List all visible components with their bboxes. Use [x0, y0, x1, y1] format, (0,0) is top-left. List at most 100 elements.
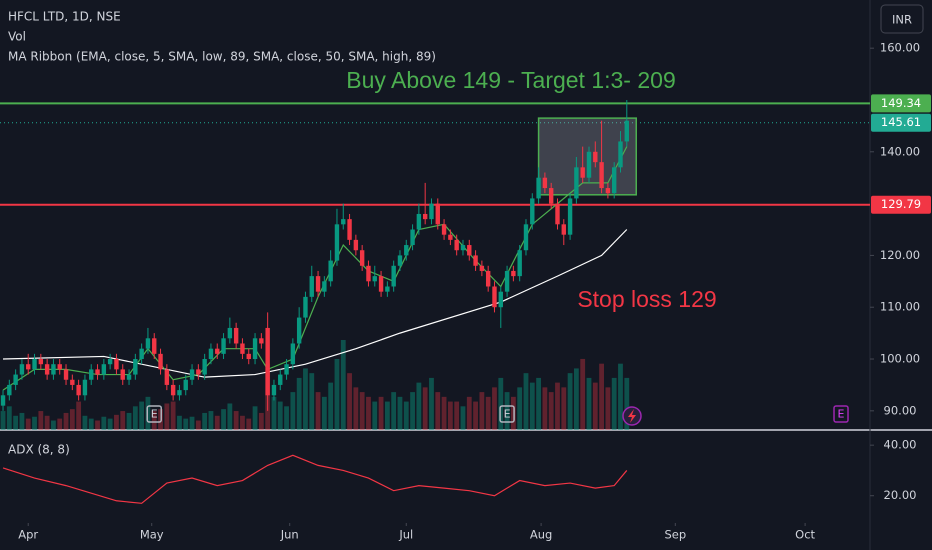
price-level-label: 145.61: [881, 115, 921, 129]
candle-body: [422, 213, 428, 220]
candle-body: [296, 317, 302, 344]
volume-bar: [240, 415, 245, 430]
candle-body: [7, 384, 12, 396]
volume-bar: [567, 373, 573, 430]
volume-bar: [605, 387, 611, 430]
volume-bar: [378, 396, 384, 430]
candle-body: [233, 327, 239, 344]
volume-bar: [366, 396, 371, 430]
volume-bar: [296, 377, 302, 430]
x-tick-label: Jul: [398, 528, 413, 542]
candle-body: [303, 296, 308, 318]
candle-body: [611, 167, 617, 194]
candle-body: [208, 348, 214, 360]
volume-bar: [284, 406, 289, 430]
currency-button[interactable]: [880, 4, 924, 34]
candle-body: [467, 245, 472, 256]
volume-bar: [170, 401, 176, 430]
candle-body: [473, 255, 478, 266]
price-level-label: 129.79: [881, 197, 921, 211]
candle-body: [498, 291, 503, 308]
candle-body: [196, 369, 201, 375]
volume-bar: [151, 411, 157, 430]
candle-body: [548, 188, 554, 204]
volume-bar: [303, 368, 308, 430]
candle-body: [347, 219, 352, 240]
volume-bar: [6, 406, 12, 430]
volume-bar: [599, 363, 604, 430]
volume-bar: [82, 415, 88, 430]
volume-bar: [454, 401, 460, 430]
volume-bar: [69, 409, 75, 430]
candle-body: [177, 390, 182, 396]
x-tick-label: Apr: [18, 528, 38, 542]
currency[interactable]: INR: [892, 13, 912, 27]
volume-bar: [32, 416, 37, 430]
y-tick-label: 160.00: [880, 41, 920, 55]
volume-bar: [57, 418, 63, 430]
candle-body: [593, 151, 598, 163]
candle-body: [89, 369, 94, 380]
volume-bar: [271, 396, 277, 430]
volume-bar: [555, 382, 560, 430]
candle-body: [454, 239, 459, 251]
volume-bar: [403, 401, 409, 430]
candle-body: [170, 384, 176, 396]
volume-bar: [347, 373, 352, 430]
candle-body: [511, 270, 516, 277]
volume-bar: [592, 382, 598, 430]
earnings-marker: [833, 405, 849, 423]
volume-bar: [492, 387, 497, 430]
volume-bar: [580, 358, 586, 430]
candle-body: [70, 379, 75, 385]
price-level-tag: [871, 94, 931, 113]
candle-body: [158, 353, 163, 370]
candle-body: [164, 369, 170, 385]
candle-body: [435, 203, 440, 225]
candle-body: [215, 348, 220, 354]
volume-layer: [0, 340, 630, 430]
candle-body: [366, 265, 371, 282]
volume-bar: [132, 406, 138, 430]
candle-body: [240, 343, 245, 354]
x-tick-label: Jun: [280, 528, 299, 542]
volume-bar: [195, 420, 201, 430]
earnings-letter: E: [151, 408, 158, 421]
lightning-icon[interactable]: [622, 406, 642, 426]
volume-bar: [573, 368, 579, 430]
candle-body: [385, 286, 390, 292]
volume-bar: [51, 420, 56, 430]
candle-body: [82, 379, 88, 396]
candle-body: [44, 364, 50, 375]
candle-body: [284, 364, 289, 375]
candle-body: [353, 239, 359, 251]
volume-bar: [372, 401, 378, 430]
candle-body: [359, 250, 365, 266]
candle-body: [492, 286, 497, 308]
candle-body: [0, 395, 6, 406]
volume-bar: [359, 392, 365, 430]
adx-y-tick-label: 40.00: [884, 438, 917, 452]
y-tick-label: 140.00: [880, 144, 920, 158]
volume-bar: [328, 382, 334, 430]
candle-body: [542, 177, 548, 189]
candle-body: [322, 281, 327, 292]
candle-body: [567, 198, 573, 235]
candle-body: [561, 224, 566, 235]
candle-body: [555, 203, 560, 225]
volume-bar: [473, 401, 478, 430]
volume-bar: [38, 411, 44, 430]
ribbon-legend: MA Ribbon (EMA, close, 5, SMA, low, 89, …: [8, 50, 436, 64]
candle-body: [479, 265, 485, 271]
volume-bar: [416, 382, 422, 430]
volume-bar: [447, 401, 453, 430]
candle-body: [460, 245, 466, 251]
y-tick-label: 100.00: [880, 352, 920, 366]
candle-body: [152, 338, 157, 354]
earnings-marker: [499, 405, 515, 423]
axis-layer: 160.00 140.00 120.00 110.00 100.00 90.00 40.00…: [18, 41, 931, 542]
volume-bar: [252, 406, 258, 430]
candle-body: [221, 338, 226, 354]
candle-body: [574, 167, 579, 199]
volume-bar: [208, 411, 214, 430]
